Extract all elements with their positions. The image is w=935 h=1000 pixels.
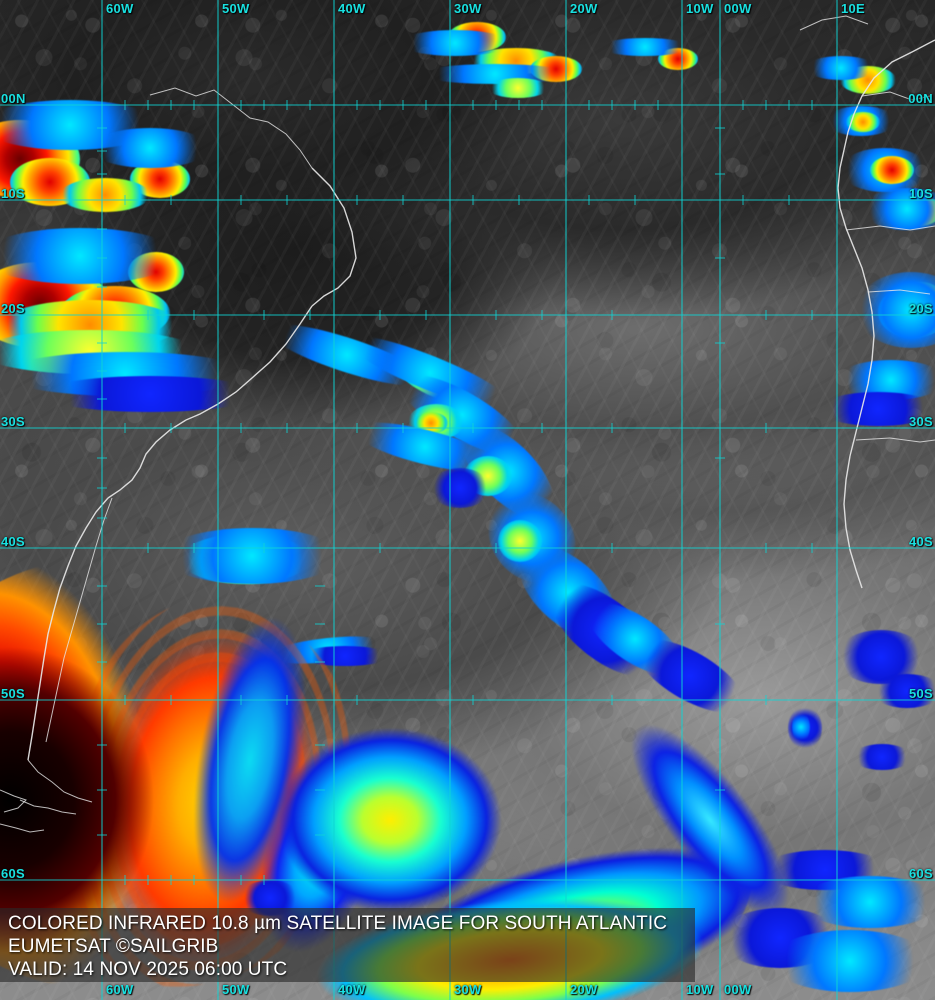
caption-line-valid: VALID: 14 NOV 2025 06:00 UTC — [8, 959, 288, 980]
lon-label-top: 10W — [686, 1, 714, 16]
caption-overlay: COLORED INFRARED 10.8 µm SATELLITE IMAGE… — [0, 908, 695, 982]
lat-label-right: 50S — [908, 686, 933, 701]
lat-label-left: 00N — [1, 91, 26, 106]
lon-label-bottom: 00W — [724, 982, 752, 997]
lat-label-right: 60S — [908, 866, 933, 881]
lat-label-right: 30S — [908, 414, 933, 429]
lon-label-bottom: 50W — [222, 982, 250, 997]
lon-label-top: 30W — [454, 1, 482, 16]
lon-label-top: 40W — [338, 1, 366, 16]
lat-label-left: 20S — [1, 301, 26, 316]
southern-cyclone — [208, 637, 893, 1000]
lon-label-top: 20W — [570, 1, 598, 16]
caption-line-source: EUMETSAT ©SAILGRIB — [8, 936, 219, 957]
lat-label-right: 40S — [908, 534, 933, 549]
lat-label-left: 40S — [1, 534, 26, 549]
lat-label-left: 30S — [1, 414, 26, 429]
lat-label-right: 00N — [908, 91, 933, 106]
lat-label-left: 10S — [1, 186, 26, 201]
lon-label-top: 50W — [222, 1, 250, 16]
caption-line-product: COLORED INFRARED 10.8 µm SATELLITE IMAGE… — [8, 913, 668, 934]
lat-label-right: 10S — [908, 186, 933, 201]
lon-label-top: 00W — [724, 1, 752, 16]
lon-label-top: 10E — [841, 1, 866, 16]
lon-label-top: 60W — [106, 1, 134, 16]
lat-label-right: 20S — [908, 301, 933, 316]
